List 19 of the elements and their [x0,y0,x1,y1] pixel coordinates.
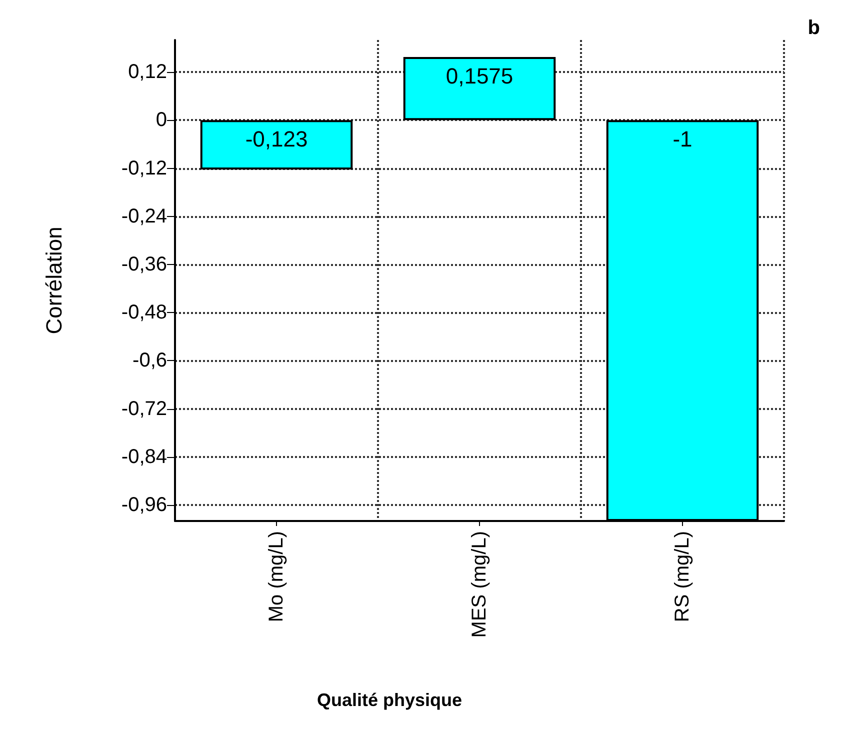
data-label: -1 [672,126,692,152]
y-tick-label: 0,12 [128,61,167,84]
x-tick-label: MES (mg/L) [468,531,490,638]
y-tick-label: -0,36 [121,253,167,276]
y-tick-label: 0 [156,109,167,132]
y-tick-label: -0,48 [121,302,167,324]
y-tick-label: -0,6 [132,350,167,372]
x-axis-title: Qualité physique [316,690,462,710]
y-tick-label: -0,84 [121,446,167,468]
text: b [808,17,820,39]
y-tick-label: -0,96 [121,494,167,516]
x-tick-label: RS (mg/L) [672,531,694,622]
data-label: -0,123 [245,126,308,152]
x-tick-label: Mo (mg/L) [266,531,288,622]
y-axis-title: Corrélation [42,226,66,334]
y-tick-label: -0,12 [121,157,167,180]
data-label: 0,1575 [446,64,514,89]
y-tick-label: -0,24 [121,205,167,228]
y-tick-label: -0,72 [121,398,167,420]
